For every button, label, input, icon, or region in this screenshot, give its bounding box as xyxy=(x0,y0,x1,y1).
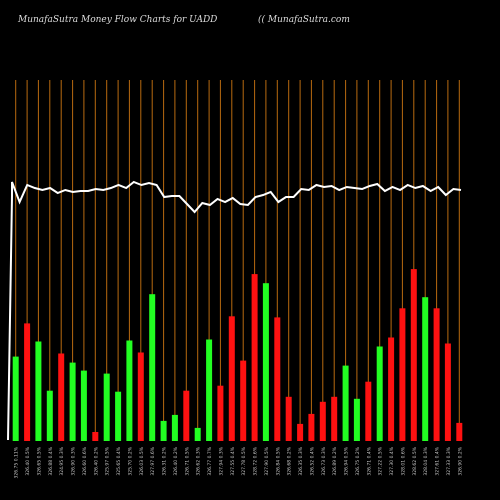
x-tick-label: 326.40 0.2% xyxy=(173,446,179,475)
x-tick-label: 326.62 0.3% xyxy=(196,446,202,475)
bar xyxy=(126,340,133,441)
x-tick-label: 326.89 0.2% xyxy=(332,446,338,475)
bar xyxy=(115,391,122,441)
x-tick-label: 326.40 0.2% xyxy=(93,446,99,475)
bar-series xyxy=(12,269,463,441)
x-tick-label: 327.94 0.3% xyxy=(218,446,224,475)
bar xyxy=(388,337,395,441)
x-tick-label: 324.95 0.3% xyxy=(59,446,65,475)
bar xyxy=(58,353,65,441)
x-tick-label: 326.73 0.3% xyxy=(321,446,327,475)
bar xyxy=(331,396,338,441)
bar xyxy=(353,398,360,441)
bar xyxy=(160,420,167,441)
x-tick-label: 326.71 0.4% xyxy=(366,446,372,475)
x-tick-label: 328.01 0.6% xyxy=(400,446,406,475)
bar xyxy=(308,413,315,441)
bar xyxy=(46,390,53,441)
bar xyxy=(228,316,235,441)
x-tick-label: 326.75 0.11% xyxy=(14,446,20,478)
bar xyxy=(410,269,417,441)
bar xyxy=(69,362,76,441)
bar xyxy=(342,365,349,441)
bar xyxy=(240,360,247,441)
bar xyxy=(285,396,292,441)
bar xyxy=(251,274,258,441)
bar xyxy=(12,356,19,441)
bar xyxy=(35,341,42,441)
site-watermark: (( MunafaSutra.com xyxy=(258,15,350,25)
bar xyxy=(376,346,383,441)
bar xyxy=(24,323,31,441)
x-tick-label: 326.84 0.5% xyxy=(275,446,281,475)
x-tick-label: 326.90 0.2% xyxy=(457,446,463,475)
x-tick-label: 326.03 0.5% xyxy=(139,446,145,475)
x-tick-label: 328.04 0.3% xyxy=(423,446,429,475)
x-tick-label: 326.52 0.4% xyxy=(309,446,315,475)
bar xyxy=(433,308,440,441)
bar xyxy=(80,370,87,441)
bar xyxy=(274,317,281,441)
chart-title: MunafaSutra Money Flow Charts for UADD xyxy=(18,15,218,25)
x-tick-label: 325.97 0.5% xyxy=(105,446,111,475)
x-tick-label: 326.75 0.2% xyxy=(355,446,361,475)
x-tick-label: 327.90 0.5% xyxy=(264,446,270,475)
x-tick-label: 326.77 0.7% xyxy=(207,446,213,475)
x-tick-label: 326.65 0.5% xyxy=(36,446,42,475)
bar xyxy=(206,339,213,441)
bar xyxy=(399,308,406,441)
x-tick-label: 326.90 0.3% xyxy=(71,446,77,475)
bar xyxy=(92,432,99,441)
bar xyxy=(137,352,144,441)
x-axis-labels: 326.75 0.11% 326.40 0.5% 326.65 0.5% 326.88… xyxy=(14,446,464,478)
x-tick-label: 326.31 0.2% xyxy=(162,446,168,475)
bar xyxy=(194,427,201,441)
x-tick-label: 326.60 0.6% xyxy=(82,446,88,475)
x-tick-label: 327.33 0.3% xyxy=(446,446,452,475)
x-tick-label: 325.70 0.2% xyxy=(127,446,133,475)
x-tick-label: 327.22 0.5% xyxy=(378,446,384,475)
x-tick-label: 327.78 0.5% xyxy=(241,446,247,475)
x-tick-label: 326.35 0.3% xyxy=(298,446,304,475)
x-tick-label: 326.88 0.4% xyxy=(48,446,54,475)
bar xyxy=(297,423,304,441)
bar xyxy=(217,385,224,441)
x-tick-label: 326.94 0.5% xyxy=(344,446,350,475)
money-flow-line xyxy=(7,180,462,441)
bar xyxy=(171,414,178,441)
x-tick-label: 326.68 0.2% xyxy=(287,446,293,475)
bar xyxy=(365,381,372,441)
x-tick-label: 327.30 0.4% xyxy=(389,446,395,475)
bar xyxy=(262,283,269,441)
x-tick-label: 326.71 0.5% xyxy=(184,446,190,475)
x-tick-label: 328.62 0.5% xyxy=(412,446,418,475)
bar xyxy=(319,401,326,441)
x-tick-label: 327.61 0.4% xyxy=(435,446,441,475)
x-tick-label: 326.40 0.5% xyxy=(25,446,31,475)
x-tick-label: 327.55 0.4% xyxy=(230,446,236,475)
x-tick-label: 325.65 0.4% xyxy=(116,446,122,475)
bar xyxy=(422,297,429,441)
bar xyxy=(456,422,463,441)
x-tick-label: 327.97 0.6% xyxy=(150,446,156,475)
x-tick-label: 328.72 0.6% xyxy=(253,446,259,475)
bar xyxy=(444,343,451,441)
bar xyxy=(149,294,156,441)
bar xyxy=(103,373,110,441)
bar xyxy=(183,390,190,441)
